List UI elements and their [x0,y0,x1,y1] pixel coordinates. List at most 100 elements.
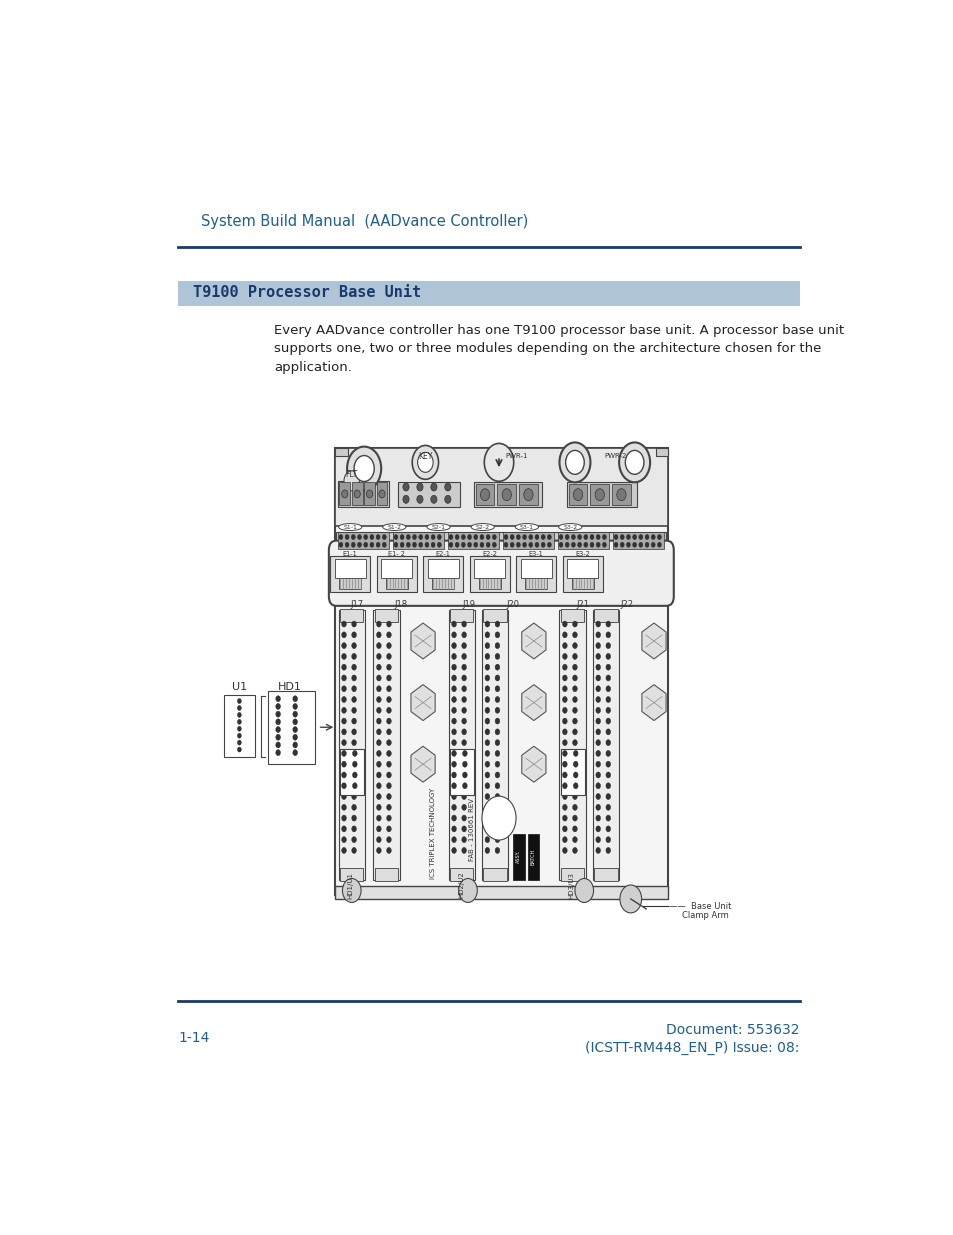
Text: BATCH: BATCH [530,848,535,864]
FancyBboxPatch shape [516,556,556,592]
Circle shape [341,740,346,746]
Circle shape [572,740,577,746]
Circle shape [562,751,567,756]
Text: ASSY.: ASSY. [516,850,520,863]
Circle shape [484,836,489,842]
Circle shape [386,685,391,692]
Circle shape [596,708,599,714]
Ellipse shape [427,524,450,531]
FancyBboxPatch shape [335,448,348,456]
Circle shape [484,653,489,659]
Circle shape [452,794,456,799]
Circle shape [386,804,391,810]
Circle shape [386,740,391,746]
Circle shape [449,542,453,547]
Circle shape [547,542,551,547]
Circle shape [386,697,391,703]
Circle shape [452,783,456,789]
FancyBboxPatch shape [335,448,667,895]
Circle shape [572,847,577,853]
Circle shape [376,718,381,724]
Circle shape [632,535,636,540]
Circle shape [341,664,346,671]
Circle shape [341,632,346,637]
Circle shape [352,804,356,810]
Circle shape [484,847,489,853]
Circle shape [474,535,477,540]
Circle shape [572,804,577,810]
Circle shape [386,794,391,799]
Circle shape [572,761,577,767]
FancyBboxPatch shape [560,748,584,795]
Circle shape [352,740,356,746]
Circle shape [562,772,567,778]
Circle shape [452,685,456,692]
Circle shape [528,535,532,540]
Circle shape [484,804,489,810]
Circle shape [341,653,346,659]
Circle shape [341,772,346,778]
Circle shape [481,797,516,840]
Circle shape [596,836,599,842]
Circle shape [406,535,410,540]
Text: S1-2: S1-2 [387,525,401,530]
Circle shape [449,535,453,540]
Circle shape [495,621,499,627]
Circle shape [352,772,356,778]
Circle shape [341,718,346,724]
Circle shape [376,621,381,627]
FancyBboxPatch shape [329,541,673,606]
Circle shape [424,542,429,547]
Circle shape [572,794,577,799]
Circle shape [345,542,349,547]
Circle shape [341,697,346,703]
Circle shape [495,826,499,832]
Circle shape [452,815,456,821]
Circle shape [376,685,381,692]
Circle shape [461,847,466,853]
FancyBboxPatch shape [476,484,494,505]
Circle shape [484,632,489,637]
Circle shape [596,632,599,637]
Text: J18: J18 [394,599,407,609]
Text: E2-2: E2-2 [481,551,497,557]
Circle shape [237,705,241,710]
Text: S3-1: S3-1 [519,525,534,530]
FancyBboxPatch shape [478,578,500,589]
Circle shape [562,718,567,724]
Circle shape [562,826,567,832]
FancyBboxPatch shape [590,484,608,505]
Text: S2-1: S2-1 [431,525,445,530]
Circle shape [495,740,499,746]
FancyBboxPatch shape [335,531,666,550]
Circle shape [275,695,280,701]
Circle shape [376,804,381,810]
Circle shape [495,815,499,821]
Circle shape [495,783,499,789]
Text: J19: J19 [462,599,476,609]
Circle shape [353,783,356,789]
Circle shape [565,542,569,547]
Circle shape [461,621,466,627]
FancyBboxPatch shape [656,448,667,456]
Circle shape [614,535,618,540]
Circle shape [417,452,433,472]
Circle shape [602,542,606,547]
Circle shape [605,761,610,767]
Text: KEY: KEY [417,452,432,461]
Circle shape [424,535,429,540]
Circle shape [605,632,610,637]
FancyBboxPatch shape [335,885,667,899]
Circle shape [376,751,381,756]
Circle shape [293,695,297,701]
Circle shape [293,719,297,725]
Text: S2-2: S2-2 [476,525,489,530]
Circle shape [352,836,356,842]
Circle shape [461,664,466,671]
Circle shape [341,708,346,714]
Text: (ICSTT-RM448_EN_P) Issue: 08:: (ICSTT-RM448_EN_P) Issue: 08: [585,1041,799,1055]
Circle shape [540,535,544,540]
FancyBboxPatch shape [393,532,443,550]
Text: ——  Base Unit: —— Base Unit [669,902,731,911]
Circle shape [386,676,391,680]
